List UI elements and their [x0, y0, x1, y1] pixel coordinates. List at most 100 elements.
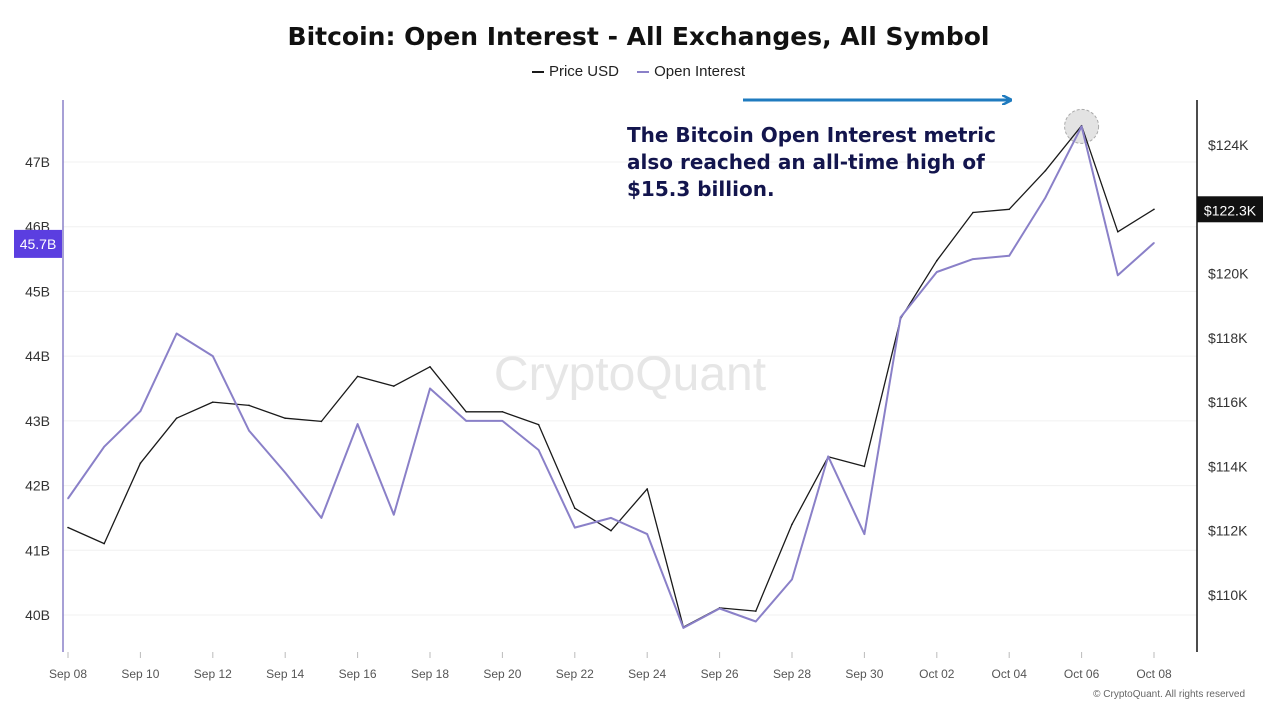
left-current-badge	[14, 229, 62, 258]
x-tick-label: Oct 04	[992, 667, 1028, 681]
oi-point	[718, 607, 721, 610]
price-point	[393, 385, 395, 387]
price-point	[175, 417, 178, 420]
left-tick-label: 47B	[25, 154, 50, 170]
oi-point	[936, 271, 938, 273]
oi-point	[791, 578, 793, 581]
x-tick-label: Oct 06	[1064, 667, 1100, 681]
oi-point	[320, 517, 323, 519]
left-tick-label: 43B	[25, 413, 50, 429]
legend-label-price: Price USD	[548, 63, 619, 80]
x-tick-label: Sep 16	[339, 667, 377, 681]
oi-point	[212, 355, 214, 357]
x-tick-label: Sep 12	[194, 667, 232, 681]
oi-point	[646, 533, 648, 535]
oi-point	[248, 429, 250, 432]
x-tick-label: Sep 24	[628, 667, 666, 681]
x-tick-label: Sep 26	[701, 667, 739, 681]
grid-lines	[63, 161, 1197, 616]
left-tick-label: 40B	[25, 607, 50, 623]
price-point	[103, 542, 105, 545]
price-point	[936, 259, 938, 262]
oi-point	[356, 423, 359, 425]
watermark-text: CryptoQuant	[494, 348, 766, 401]
oi-point	[972, 258, 974, 260]
price-point	[465, 410, 468, 413]
oi-point	[1044, 196, 1047, 199]
price-point	[1117, 230, 1119, 233]
annotation-text: The Bitcoin Open Interest metric also re…	[627, 123, 997, 201]
legend-swatch-open-interest	[637, 71, 650, 74]
oi-point	[429, 387, 431, 390]
price-point	[646, 488, 648, 490]
right-tick-label: $110K	[1208, 587, 1248, 603]
x-axis: Sep 08 Sep 10 Sep 12 Sep 14 Sep 16 Sep 18 Sep …	[49, 652, 1172, 681]
right-tick-label: $124K	[1208, 137, 1249, 153]
oi-point	[1153, 242, 1155, 244]
oi-point	[1008, 255, 1010, 257]
price-point	[284, 417, 287, 420]
oi-point	[827, 455, 829, 458]
right-current-label: $122.3K	[1204, 202, 1257, 218]
left-tick-label: 42B	[25, 478, 50, 494]
price-point	[356, 375, 359, 378]
oi-point	[393, 513, 395, 516]
left-current-label: 45.7B	[20, 236, 57, 252]
left-tick-label: 45B	[25, 283, 50, 299]
oi-point	[899, 316, 902, 319]
copyright-text: © CryptoQuant. All rights reserved	[1093, 689, 1245, 700]
oi-point	[465, 420, 468, 422]
right-tick-label: $116K	[1208, 394, 1248, 410]
x-tick-label: Sep 08	[49, 667, 87, 681]
price-point	[429, 365, 431, 368]
x-tick-label: Sep 18	[411, 667, 449, 681]
price-point	[1044, 169, 1047, 172]
x-tick-label: Sep 14	[266, 667, 304, 681]
right-tick-label: $112K	[1208, 523, 1248, 539]
price-point	[755, 610, 757, 612]
price-point	[610, 529, 612, 532]
oi-point	[1080, 125, 1083, 128]
price-point	[139, 462, 142, 465]
oi-point	[284, 471, 287, 474]
price-point	[1008, 208, 1010, 211]
price-point	[67, 526, 69, 529]
oi-point	[175, 332, 178, 335]
oi-point	[501, 420, 504, 422]
price-point	[791, 523, 793, 526]
price-point	[212, 401, 214, 403]
x-tick-label: Sep 22	[556, 667, 594, 681]
x-tick-label: Sep 30	[845, 667, 883, 681]
price-point	[972, 211, 974, 214]
price-point	[248, 404, 250, 407]
oi-point	[574, 526, 576, 529]
x-tick-label: Sep 10	[121, 667, 159, 681]
legend: Price USD Open Interest	[0, 63, 1277, 80]
price-point	[537, 423, 540, 426]
x-tick-label: Oct 02	[919, 667, 955, 681]
price-point	[863, 465, 866, 468]
price-point	[574, 507, 576, 510]
oi-point	[139, 410, 142, 412]
price-point	[1153, 208, 1155, 211]
price-point	[501, 410, 504, 413]
oi-point	[863, 533, 866, 535]
series-lines	[67, 124, 1155, 629]
legend-swatch-price	[531, 71, 544, 74]
legend-item-open-interest[interactable]: Open Interest	[637, 63, 745, 80]
legend-item-price[interactable]: Price USD	[531, 63, 619, 80]
oi-point	[610, 517, 612, 519]
legend-label-open-interest: Open Interest	[654, 63, 746, 80]
left-tick-label: 44B	[25, 348, 50, 364]
chart-title: Bitcoin: Open Interest - All Exchanges, …	[287, 22, 990, 51]
right-tick-label: $120K	[1208, 266, 1249, 282]
current-value-badges: 45.7B $122.3K	[14, 196, 1263, 258]
x-tick-label: Sep 20	[483, 667, 521, 681]
oi-point	[67, 497, 69, 500]
oi-point	[755, 620, 757, 623]
x-tick-label: Oct 08	[1136, 667, 1172, 681]
oi-point	[537, 449, 540, 451]
oi-point	[1117, 274, 1119, 277]
